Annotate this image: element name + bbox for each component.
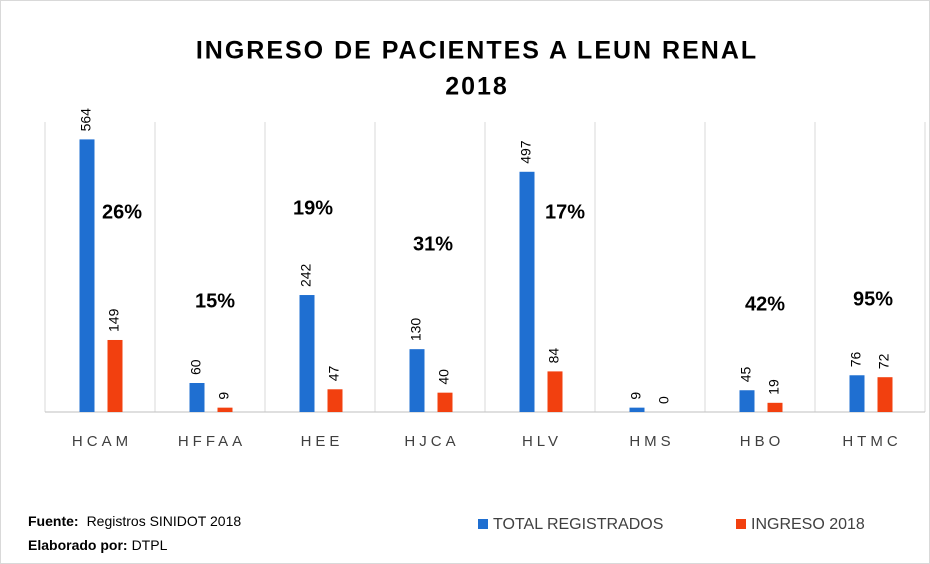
chart-title: INGRESO DE PACIENTES A LEUN RENAL bbox=[196, 37, 758, 65]
value-label: 130 bbox=[408, 318, 424, 342]
value-label: 45 bbox=[738, 366, 754, 382]
author: Elaborado por: DTPL bbox=[28, 537, 168, 553]
x-tick-label: HCAM bbox=[72, 433, 132, 450]
source: Fuente: Registros SINIDOT 2018 bbox=[28, 513, 241, 529]
source-label: Fuente: bbox=[28, 513, 79, 529]
value-label: 40 bbox=[436, 369, 452, 385]
chart-title: 2018 bbox=[445, 73, 509, 101]
value-label: 60 bbox=[188, 359, 204, 375]
x-tick-label: HJCA bbox=[404, 433, 459, 450]
bar bbox=[437, 392, 453, 412]
x-tick-label: HFFAA bbox=[178, 433, 246, 450]
bar bbox=[877, 377, 893, 412]
bar bbox=[519, 171, 535, 412]
legend-swatch bbox=[736, 519, 746, 529]
value-label: 76 bbox=[848, 351, 864, 367]
bar bbox=[629, 407, 645, 412]
author-label: Elaborado por: bbox=[28, 537, 128, 553]
bar bbox=[849, 375, 865, 412]
value-label: 0 bbox=[656, 396, 672, 404]
bar bbox=[189, 383, 205, 412]
legend-label: TOTAL REGISTRADOS bbox=[493, 516, 663, 533]
value-label: 9 bbox=[216, 392, 232, 400]
bar bbox=[107, 339, 123, 412]
bar bbox=[767, 402, 783, 412]
source-text: Registros SINIDOT 2018 bbox=[87, 513, 242, 529]
annotation: 15% bbox=[195, 290, 235, 312]
annotation: 26% bbox=[102, 201, 142, 223]
value-label: 72 bbox=[876, 353, 892, 369]
bar bbox=[299, 295, 315, 412]
x-tick-label: HMS bbox=[629, 433, 674, 450]
bar bbox=[739, 390, 755, 412]
annotation: 19% bbox=[293, 197, 333, 219]
bar bbox=[547, 371, 563, 412]
value-label: 84 bbox=[546, 348, 562, 364]
annotation: 42% bbox=[745, 293, 785, 315]
annotation: 31% bbox=[413, 233, 453, 255]
value-label: 242 bbox=[298, 263, 314, 287]
author-text: DTPL bbox=[132, 537, 168, 553]
annotation: 17% bbox=[545, 201, 585, 223]
x-tick-label: HTMC bbox=[842, 433, 901, 450]
bar bbox=[217, 407, 233, 412]
bar bbox=[327, 389, 343, 412]
legend-label: INGRESO 2018 bbox=[751, 516, 865, 533]
bar bbox=[409, 349, 425, 412]
value-label: 149 bbox=[106, 308, 122, 332]
value-label: 9 bbox=[628, 392, 644, 400]
x-tick-label: HBO bbox=[740, 433, 785, 450]
value-label: 19 bbox=[766, 379, 782, 395]
value-label: 564 bbox=[78, 108, 94, 132]
legend-swatch bbox=[478, 519, 488, 529]
value-label: 497 bbox=[518, 140, 534, 164]
value-label: 47 bbox=[326, 365, 342, 381]
bar bbox=[79, 139, 95, 412]
x-tick-label: HLV bbox=[522, 433, 562, 450]
x-tick-label: HEE bbox=[301, 433, 344, 450]
annotation: 95% bbox=[853, 288, 893, 310]
